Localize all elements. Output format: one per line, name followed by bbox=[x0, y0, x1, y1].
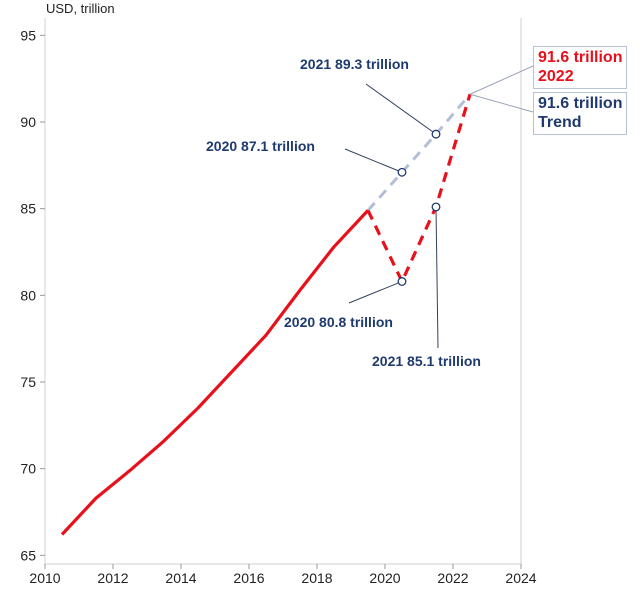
annotation-leader-1 bbox=[344, 148, 403, 173]
annotation-marker-2 bbox=[397, 277, 407, 286]
annotation-label-2020-actual: 2020 80.8 trillion bbox=[284, 314, 393, 330]
annotation-leader-3 bbox=[435, 206, 439, 349]
x-tick-label-2010: 2010 bbox=[29, 570, 60, 586]
x-tick-label-2016: 2016 bbox=[233, 570, 264, 586]
end-label-actual-year: 2022 bbox=[538, 68, 574, 85]
y-tick-label-70: 70 bbox=[20, 461, 36, 477]
annotation-leader-2 bbox=[348, 281, 403, 304]
y-tick-label-75: 75 bbox=[20, 374, 36, 390]
end-label-trend-name: Trend bbox=[538, 114, 582, 131]
y-tick-label-95: 95 bbox=[20, 27, 36, 43]
end-label-leader-actual bbox=[469, 65, 534, 95]
series-line-actual-dashed bbox=[366, 93, 472, 284]
series-line-actual-solid bbox=[60, 209, 370, 536]
annotation-label-2020-trend: 2020 87.1 trillion bbox=[206, 138, 315, 154]
y-tick-label-80: 80 bbox=[20, 287, 36, 303]
x-tick-label-2024: 2024 bbox=[505, 570, 536, 586]
grid-layer: 65 70 75 80 85 90 95 2010 2012 2014 2016 2018 2020 20… bbox=[20, 18, 537, 586]
series-line-trend-dashed bbox=[366, 93, 472, 212]
annotation-label-2021-trend: 2021 89.3 trillion bbox=[300, 56, 409, 72]
series-layer bbox=[60, 93, 472, 536]
end-label-actual-value: 91.6 trillion bbox=[538, 49, 623, 66]
y-axis-unit-label: USD, trillion bbox=[46, 1, 115, 16]
annotation-layer: 2021 89.3 trillion 2020 87.1 trillion 20… bbox=[206, 56, 534, 369]
x-tick-label-2022: 2022 bbox=[437, 570, 468, 586]
annotation-marker-3 bbox=[431, 202, 441, 212]
y-tick-label-90: 90 bbox=[20, 114, 36, 130]
annotation-marker-1 bbox=[397, 167, 407, 177]
x-tick-label-2012: 2012 bbox=[97, 570, 128, 586]
end-label-trend-value: 91.6 trillion bbox=[538, 95, 623, 112]
end-label-actual-2022: 91.6 trillion 2022 bbox=[533, 46, 628, 89]
x-tick-label-2018: 2018 bbox=[301, 570, 332, 586]
annotation-leader-0 bbox=[365, 83, 437, 135]
x-tick-label-2014: 2014 bbox=[165, 570, 196, 586]
end-label-trend: 91.6 trillion Trend bbox=[533, 92, 628, 135]
end-label-leader-trend bbox=[469, 93, 534, 113]
annotation-marker-0 bbox=[431, 129, 441, 139]
y-tick-label-85: 85 bbox=[20, 201, 36, 217]
x-tick-label-2020: 2020 bbox=[369, 570, 400, 586]
annotation-label-2021-actual: 2021 85.1 trillion bbox=[372, 353, 481, 369]
y-tick-label-65: 65 bbox=[20, 547, 36, 563]
